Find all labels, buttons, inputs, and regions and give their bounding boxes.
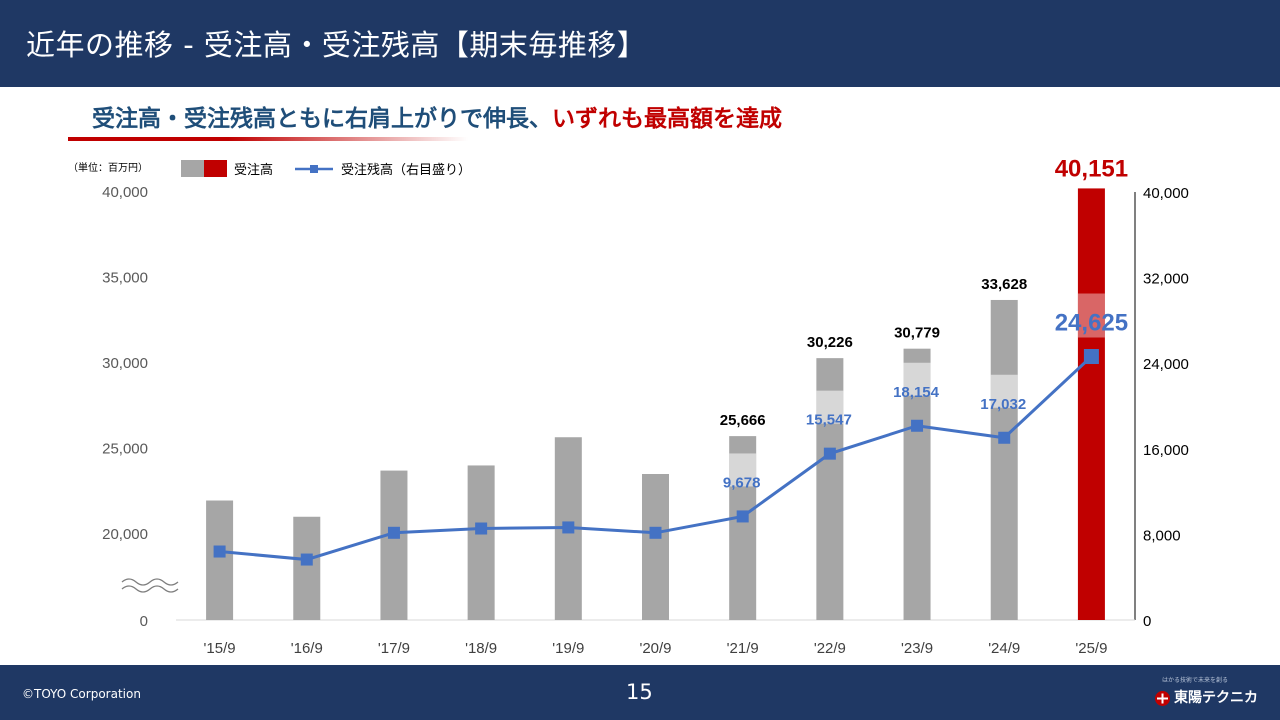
logo-mark-icon	[1155, 691, 1170, 706]
x-tick-label: '15/9	[204, 640, 236, 657]
subtitle-part-main: 受注高・受注残高ともに右肩上がりで伸長、	[92, 106, 552, 132]
y-left-tick-label: 0	[140, 613, 148, 630]
y-left-tick-label: 35,000	[102, 270, 148, 287]
order-bar	[642, 474, 669, 620]
slide-subtitle: 受注高・受注残高ともに右肩上がりで伸長、いずれも最高額を達成	[92, 99, 782, 133]
slide-header: 近年の推移 - 受注高・受注残高【期末毎推移】	[0, 0, 1280, 87]
y-left-tick-label: 20,000	[102, 526, 148, 543]
legend-swatch-orders-gray	[181, 160, 204, 177]
backlog-marker	[562, 521, 575, 534]
x-tick-label: '18/9	[465, 640, 497, 657]
backlog-marker	[387, 526, 400, 539]
x-tick-label: '24/9	[988, 640, 1020, 657]
subtitle-part-highlight: いずれも最高額を達成	[552, 106, 782, 132]
order-bar	[990, 299, 1018, 620]
logo-name: 東陽テクニカ	[1174, 690, 1258, 706]
y-right-tick-label: 32,000	[1143, 271, 1189, 288]
x-tick-label: '21/9	[727, 640, 759, 657]
page-number: 15	[626, 680, 653, 704]
subtitle-underline	[68, 137, 468, 141]
backlog-marker	[475, 522, 488, 535]
backlog-marker	[736, 510, 749, 523]
unit-label: （単位：百万円）	[68, 161, 148, 174]
x-tick-label: '17/9	[378, 640, 410, 657]
backlog-label-background	[990, 374, 1018, 408]
y-left-tick-label: 25,000	[102, 441, 148, 458]
orders-chart: 0 20,000 25,000 30,000 35,000 40,000 0 8,000 16,…	[68, 155, 1189, 657]
y-right-tick-label: 40,000	[1143, 185, 1189, 202]
backlog-label-background	[729, 453, 757, 487]
backlog-label-background	[1077, 293, 1105, 338]
y-right-tick-label: 16,000	[1143, 442, 1189, 459]
backlog-data-label: 9,678	[723, 474, 761, 491]
backlog-data-label: 15,547	[806, 412, 852, 429]
order-data-label: 30,779	[894, 325, 940, 342]
y-right-tick-label: 0	[1143, 613, 1151, 630]
order-data-label: 25,666	[720, 412, 766, 429]
x-tick-label: '16/9	[291, 640, 323, 657]
order-bar	[380, 470, 408, 620]
x-tick-label: '25/9	[1075, 640, 1107, 657]
order-data-label: 30,226	[807, 334, 853, 351]
order-bar	[467, 465, 495, 620]
backlog-data-label: 24,625	[1055, 310, 1128, 337]
copyright-text: ©TOYO Corporation	[22, 687, 141, 701]
axis-break-mark	[121, 585, 179, 593]
backlog-label-background	[903, 362, 931, 396]
backlog-data-label: 17,032	[980, 396, 1026, 413]
axis-break-mark	[121, 578, 179, 586]
order-data-label: 33,628	[981, 276, 1027, 293]
backlog-marker	[911, 419, 924, 432]
x-tick-label: '23/9	[901, 640, 933, 657]
y-left-tick-label: 30,000	[102, 355, 148, 372]
backlog-data-label: 18,154	[893, 384, 940, 401]
order-bar	[1077, 188, 1105, 620]
legend-label-backlog: 受注残高（右目盛り）	[341, 162, 471, 177]
order-data-label: 40,151	[1055, 155, 1128, 182]
order-bar	[293, 516, 321, 620]
legend-label-orders: 受注高	[234, 162, 273, 177]
company-logo: はかる技術で未来を創る 東陽テクニカ	[1150, 673, 1270, 713]
backlog-marker	[823, 447, 836, 460]
x-tick-label: '22/9	[814, 640, 846, 657]
backlog-marker	[213, 545, 226, 558]
backlog-marker	[300, 553, 313, 566]
backlog-marker	[1083, 349, 1099, 365]
slide-footer: ©TOYO Corporation 15 はかる技術で未来を創る 東陽テクニカ	[0, 665, 1280, 720]
logo-tagline: はかる技術で未来を創る	[1162, 677, 1229, 684]
y-right-tick-label: 24,000	[1143, 356, 1189, 373]
x-tick-label: '19/9	[552, 640, 584, 657]
legend-marker-backlog	[310, 165, 318, 173]
backlog-marker	[998, 431, 1011, 444]
y-left-tick-label: 40,000	[102, 184, 148, 201]
order-bar	[206, 500, 234, 620]
slide-title: 近年の推移 - 受注高・受注残高【期末毎推移】	[26, 28, 647, 62]
x-tick-label: '20/9	[639, 640, 671, 657]
y-right-tick-label: 8,000	[1143, 527, 1181, 544]
legend-swatch-orders-red	[204, 160, 227, 177]
backlog-label-background	[816, 390, 844, 424]
backlog-marker	[649, 526, 662, 539]
